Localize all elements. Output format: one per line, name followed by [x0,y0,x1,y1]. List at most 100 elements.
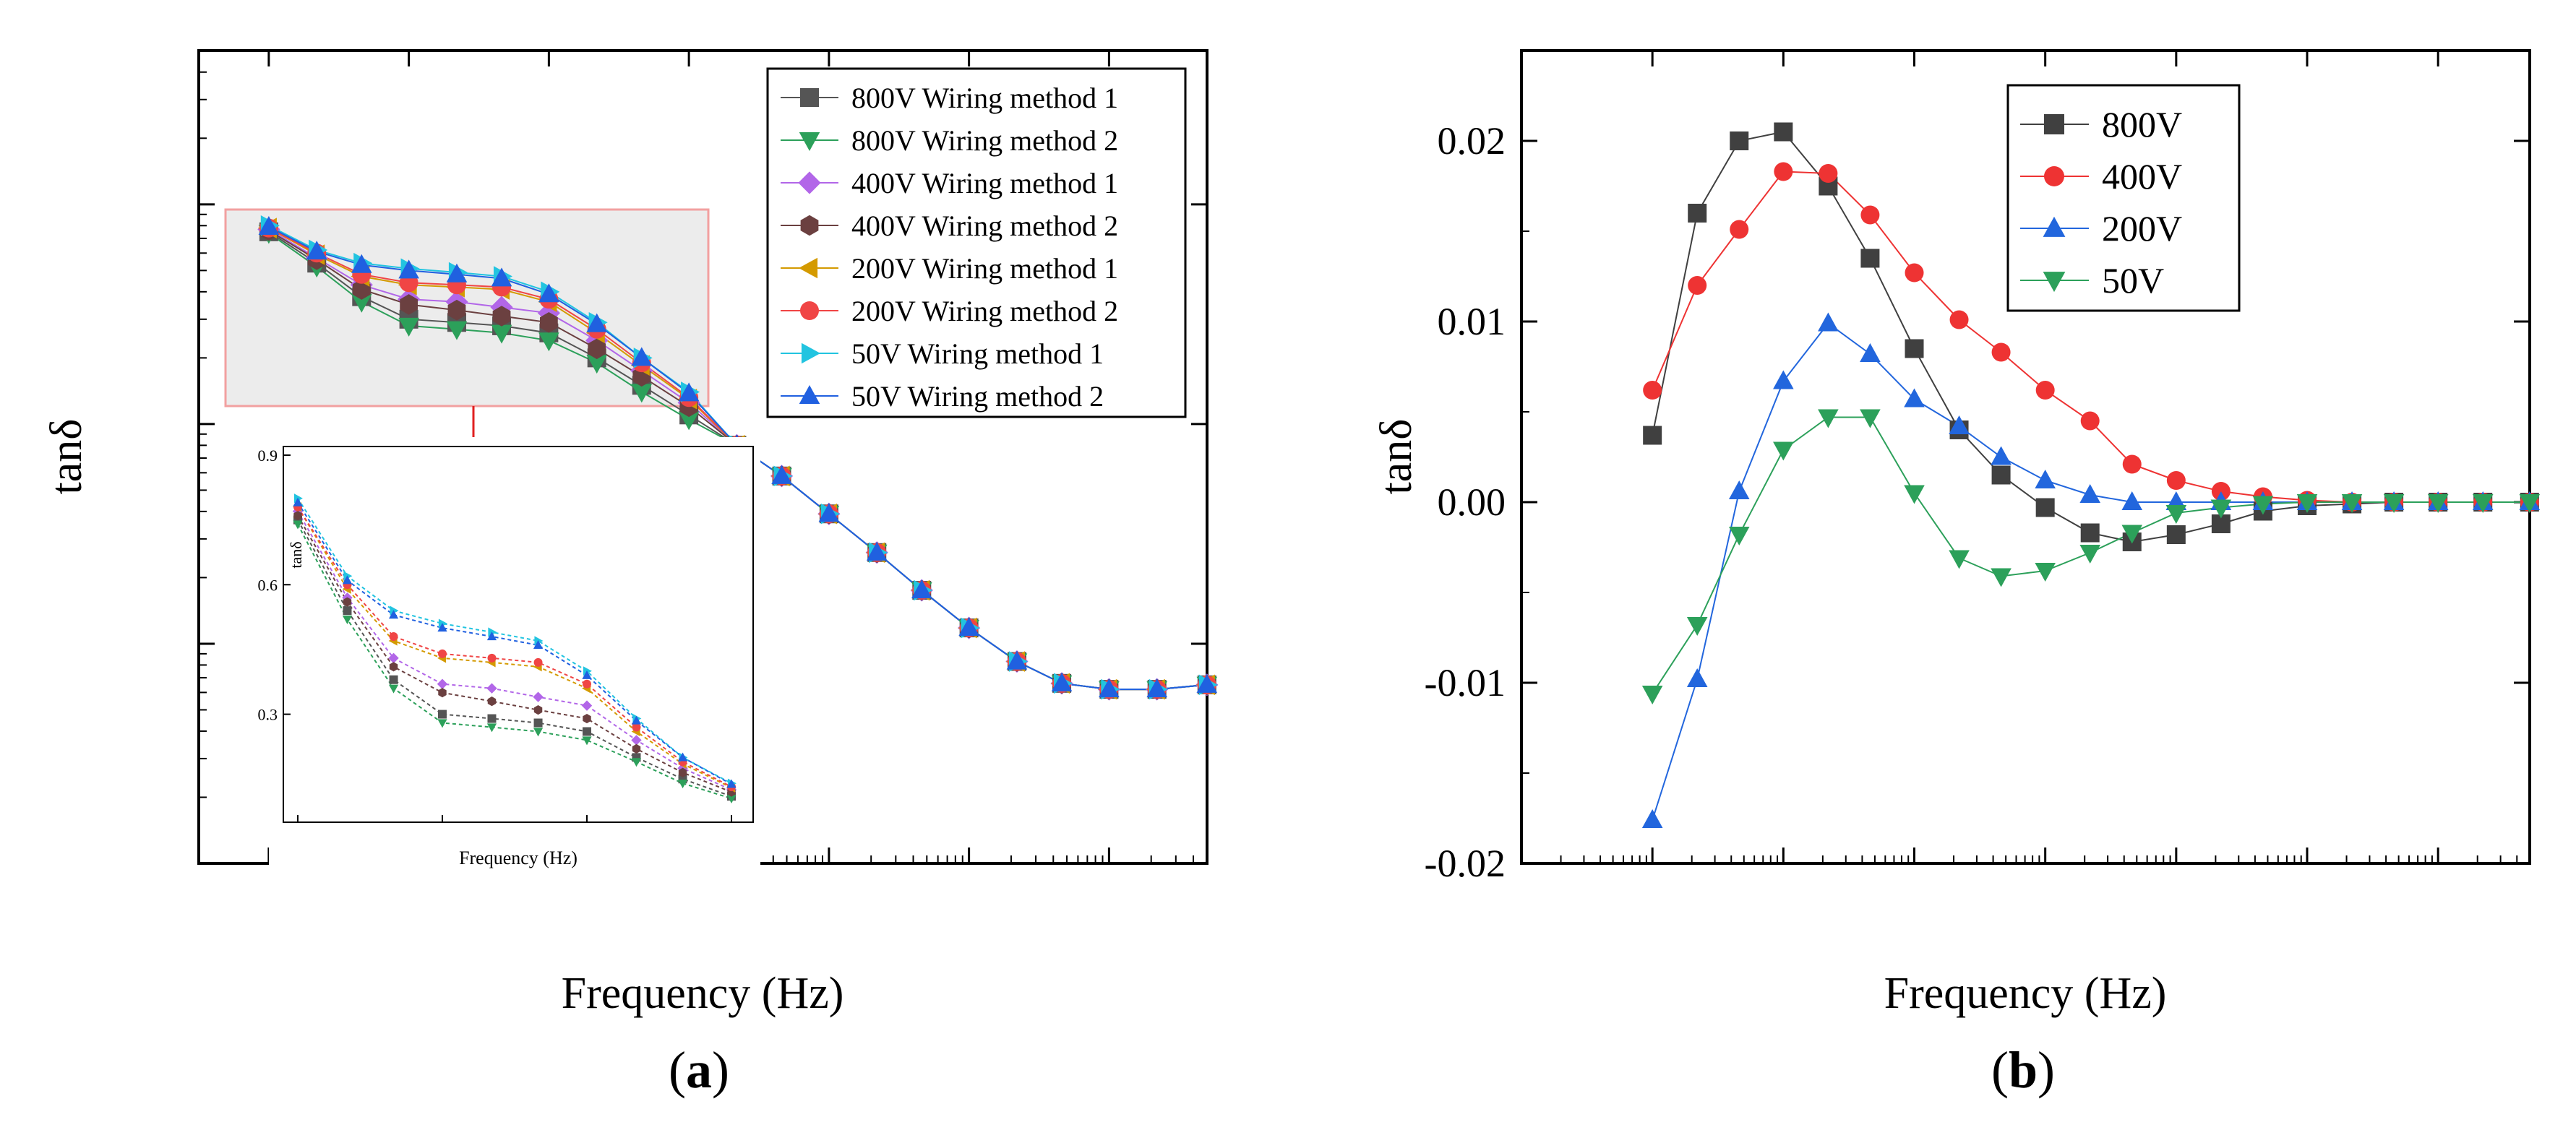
a-data-point [258,216,280,236]
a-data-point [351,254,372,273]
inset-data-point [343,597,352,607]
a-legend-label: 400V Wiring method 2 [851,210,1118,242]
inset-data-point [726,795,737,804]
panel-b-y-axis-label: tanδ [1372,419,1421,495]
b-data-point [2035,470,2056,489]
b-data-point [1688,204,1707,223]
a-data-point [1146,678,1168,698]
b-data-point [1774,122,1793,142]
a-data-point [586,355,608,374]
inset-y-tick-label: 0.3 [258,706,278,724]
a-data-point [398,317,419,337]
b-data-point [2519,493,2541,513]
a-data-point [586,313,608,332]
inset-series-line [297,515,732,793]
a-legend-label: 800V Wiring method 2 [851,124,1118,157]
a-legend-swatch-marker [798,171,821,194]
a-data-point [631,347,653,366]
inset-data-point [678,767,687,777]
b-data-point [1773,441,1794,461]
inset-data-point [486,683,497,694]
inset-data-point [486,723,497,733]
b-data-point [1686,616,1708,636]
a-data-point [1099,678,1120,698]
b-data-point [1643,426,1662,445]
caption-a: (a) [669,1041,729,1099]
b-legend-swatch-marker [2043,272,2066,293]
b-data-point [2427,493,2449,513]
a-data-point [447,299,466,321]
inset-y-tick-label: 0.6 [258,576,278,594]
a-data-point [818,503,840,522]
b-data-point [2211,482,2231,501]
inset-data-point [389,631,398,641]
a-data-point [538,332,559,352]
b-data-point [1728,526,1750,545]
a-legend-swatch-marker [799,131,820,151]
inset-series-line [297,524,732,800]
a-data-point [866,541,888,561]
b-data-point [1949,310,1969,329]
inset-data-point [581,700,593,711]
b-data-point [1949,550,1970,569]
b-data-point [1641,685,1663,704]
b-data-point [1904,388,1925,407]
a-legend-swatch-marker [801,342,820,364]
inset-y-axis-label: tanδ [287,541,305,568]
caption-b-letter: b [2008,1041,2038,1099]
panel-b-series [1641,122,2541,829]
inset-data-point [533,718,543,728]
a-data-point [400,294,418,315]
inset-data-point [487,696,497,707]
b-data-point [2080,523,2100,543]
inset-data-point [342,575,353,585]
inset-data-point [437,719,447,728]
b-legend-label: 800V [2102,104,2182,145]
inset-data-point [437,678,448,689]
inset-data-point [388,610,399,619]
a-data-point [1051,672,1073,691]
panel-a-y-axis-label: tanδ [42,419,91,495]
inset-y-tick-label: 0.9 [258,447,278,465]
a-data-point [491,267,512,287]
b-data-point [1641,809,1663,829]
inset-data-point [583,713,591,724]
inset-data-point [631,758,642,767]
b-y-tick-label: 0.02 [1438,119,1506,163]
b-data-point [1860,249,1880,268]
a-data-point [678,411,700,431]
b-legend-label: 200V [2102,208,2182,249]
b-y-tick-label: 0.00 [1438,480,1506,524]
a-legend-swatch-marker [800,215,819,236]
a-data-point [958,617,979,637]
b-data-point [1991,465,2011,485]
inset-background [269,437,760,871]
b-legend-swatch-marker [2043,216,2066,237]
b-data-point [1730,131,1749,150]
b-data-point [2079,484,2101,504]
b-y-tick-label: 0.01 [1438,300,1506,343]
inset-data-point [632,723,641,732]
inset-data-point [388,684,399,694]
b-data-point [1991,446,2012,465]
b-data-point [1860,409,1881,428]
a-data-point [631,384,653,403]
b-data-point [1949,415,1970,435]
b-data-point [1991,568,2012,587]
a-legend-swatch-marker [799,257,818,279]
b-data-point [1905,263,1924,282]
b-data-point [1904,485,1925,504]
b-data-point [2035,498,2055,517]
b-data-point [2035,381,2055,400]
a-data-point [588,338,606,360]
inset-data-point [632,743,641,754]
b-data-point [1991,342,2011,362]
b-data-point [2121,525,2143,544]
b-data-point [1773,370,1794,389]
inset-data-point [342,615,353,624]
inset-data-point [388,652,399,664]
inset-series-line [297,502,732,785]
a-legend-box [766,67,1187,418]
b-y-tick-label: -0.02 [1425,842,1506,885]
inset-data-point [533,640,544,650]
